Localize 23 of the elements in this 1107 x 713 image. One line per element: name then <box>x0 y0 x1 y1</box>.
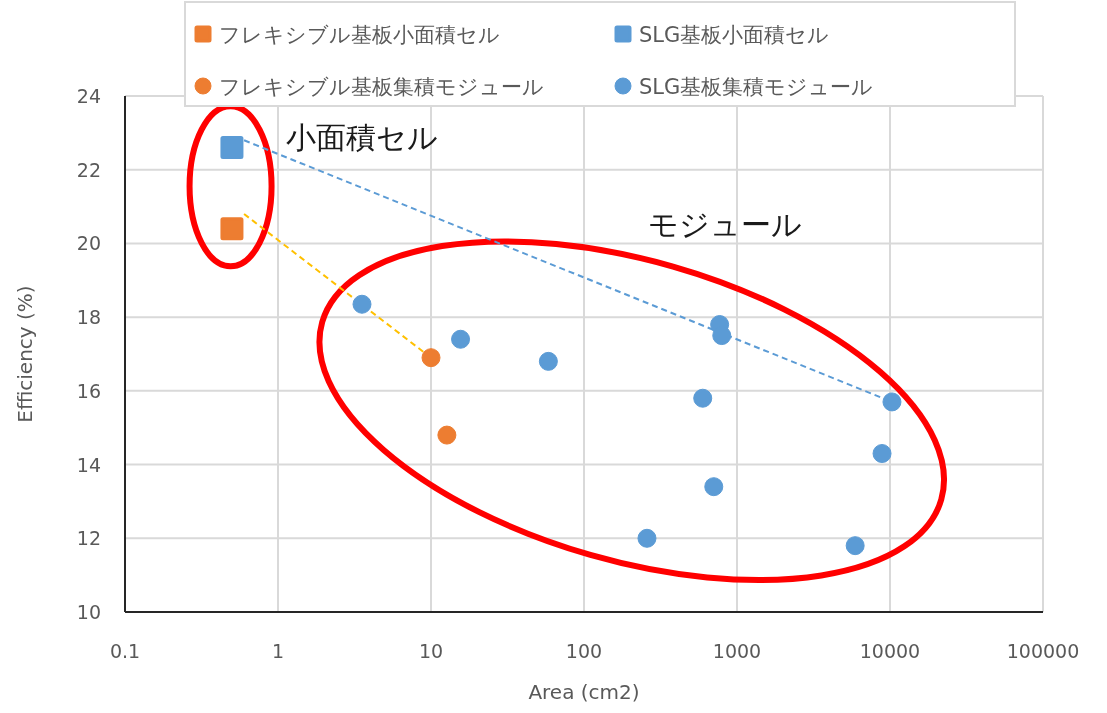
y-tick-label: 12 <box>76 527 101 550</box>
annotation: モジュール <box>648 207 803 243</box>
annotation: 小面積セル <box>285 119 438 155</box>
y-axis-title: Efficiency (%) <box>13 285 37 423</box>
y-tick-label: 14 <box>76 453 101 476</box>
x-tick-label: 100 <box>565 640 603 662</box>
y-tick-label: 16 <box>76 379 101 402</box>
legend-label: フレキシブル基板集積モジュール <box>219 75 544 99</box>
x-tick-label: 10 <box>418 640 444 662</box>
x-tick-label: 100000 <box>1006 640 1080 662</box>
legend-label: フレキシブル基板小面積セル <box>219 23 500 47</box>
x-axis-title: Area (cm2) <box>528 680 640 704</box>
y-tick-label: 24 <box>76 85 101 107</box>
y-tick-label: 18 <box>76 306 101 329</box>
y-tick-label: 20 <box>76 232 101 255</box>
x-tick-label: 1 <box>271 640 285 662</box>
y-tick-label: 22 <box>76 158 101 181</box>
x-tick-label: 1000 <box>712 640 762 662</box>
legend-label: SLG基板小面積セル <box>639 23 830 47</box>
x-tick-label: 10000 <box>859 640 921 662</box>
legend-label: SLG基板集積モジュール <box>639 75 874 99</box>
y-tick-label: 10 <box>76 601 101 623</box>
x-tick-label: 0.1 <box>109 640 141 662</box>
